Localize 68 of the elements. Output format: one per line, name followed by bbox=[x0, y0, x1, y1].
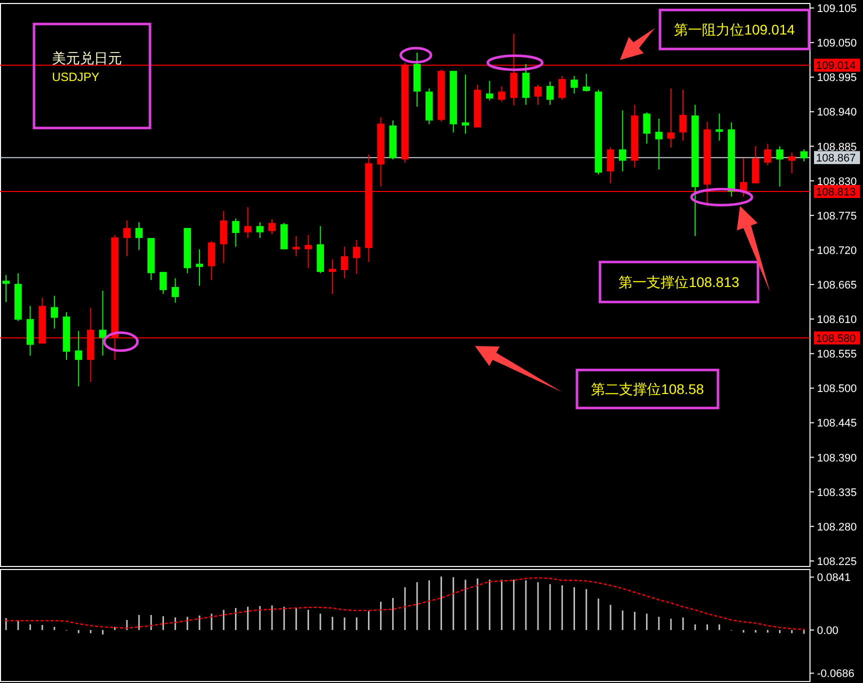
y-tick-label: 0.00 bbox=[817, 625, 838, 638]
candlestick bbox=[304, 234, 312, 269]
candlestick bbox=[135, 222, 143, 250]
y-tick-label: 0.0841 bbox=[817, 572, 851, 584]
candlestick bbox=[328, 258, 336, 294]
candlestick bbox=[764, 143, 772, 166]
y-tick-label: 108.775 bbox=[817, 210, 857, 222]
y-tick-label: 108.940 bbox=[817, 106, 857, 119]
candlestick bbox=[220, 210, 228, 264]
y-tick-label: 108.830 bbox=[817, 176, 857, 188]
y-tick-label: 108.335 bbox=[817, 486, 857, 499]
candlestick bbox=[716, 113, 723, 142]
y-tick-label: 108.720 bbox=[817, 244, 857, 257]
candlestick bbox=[606, 147, 614, 184]
candlestick bbox=[160, 271, 167, 294]
candlestick bbox=[655, 118, 663, 170]
text: 美元兑日元 bbox=[52, 50, 122, 66]
annotation: 第一阻力位109.014 bbox=[674, 22, 796, 38]
candlestick bbox=[618, 110, 626, 172]
ref-line-label: 109.014 bbox=[816, 60, 856, 72]
candlestick bbox=[462, 74, 470, 134]
candlestick bbox=[244, 206, 252, 238]
candlestick bbox=[353, 239, 360, 274]
y-tick-label: 109.050 bbox=[817, 38, 857, 50]
y-tick-label: 108.995 bbox=[817, 72, 857, 84]
candlestick bbox=[534, 84, 542, 106]
annotation: 第一支撑位108.813 bbox=[618, 274, 740, 290]
candlestick bbox=[232, 218, 240, 248]
candlestick bbox=[268, 218, 276, 235]
candlestick bbox=[498, 86, 506, 102]
candlestick bbox=[99, 290, 106, 356]
y-tick-label: -0.0686 bbox=[817, 668, 854, 680]
text: USDJPY bbox=[52, 70, 100, 84]
y-tick-label: 108.500 bbox=[817, 383, 857, 396]
candlestick bbox=[570, 75, 578, 94]
candlestick bbox=[256, 222, 264, 238]
candlestick bbox=[74, 330, 82, 387]
y-tick-label: 109.105 bbox=[817, 3, 857, 16]
candlestick bbox=[50, 295, 58, 329]
y-tick-label: 108.445 bbox=[817, 418, 857, 430]
candlestick bbox=[2, 274, 10, 303]
candlestick bbox=[546, 81, 554, 106]
y-tick-label: 108.280 bbox=[817, 521, 857, 534]
candlestick bbox=[558, 75, 566, 100]
candlestick bbox=[679, 89, 687, 142]
candlestick bbox=[788, 152, 796, 174]
candlestick bbox=[667, 88, 675, 148]
y-tick-label: 108.885 bbox=[817, 141, 857, 154]
ref-line-label: 108.867 bbox=[816, 152, 856, 165]
candlestick bbox=[208, 240, 216, 281]
y-tick-label: 108.610 bbox=[817, 314, 857, 326]
annotation: 第二支撑位108.58 bbox=[591, 381, 704, 397]
candlestick bbox=[776, 146, 784, 187]
ref-line-label: 108.813 bbox=[816, 186, 856, 199]
candlestick bbox=[123, 220, 131, 257]
candlestick bbox=[582, 74, 590, 92]
y-tick-label: 108.555 bbox=[817, 348, 857, 361]
y-tick-label: 108.225 bbox=[817, 556, 857, 568]
candlestick bbox=[486, 80, 494, 101]
ref-line-label: 108.580 bbox=[816, 332, 856, 345]
candlestick bbox=[196, 248, 204, 286]
y-tick-label: 108.665 bbox=[817, 280, 857, 292]
candlestick bbox=[340, 246, 348, 279]
candlestick bbox=[643, 112, 650, 144]
candlestick bbox=[800, 148, 808, 162]
candlestick bbox=[172, 278, 179, 304]
candlestick bbox=[292, 236, 300, 257]
y-tick-label: 108.390 bbox=[817, 452, 857, 464]
